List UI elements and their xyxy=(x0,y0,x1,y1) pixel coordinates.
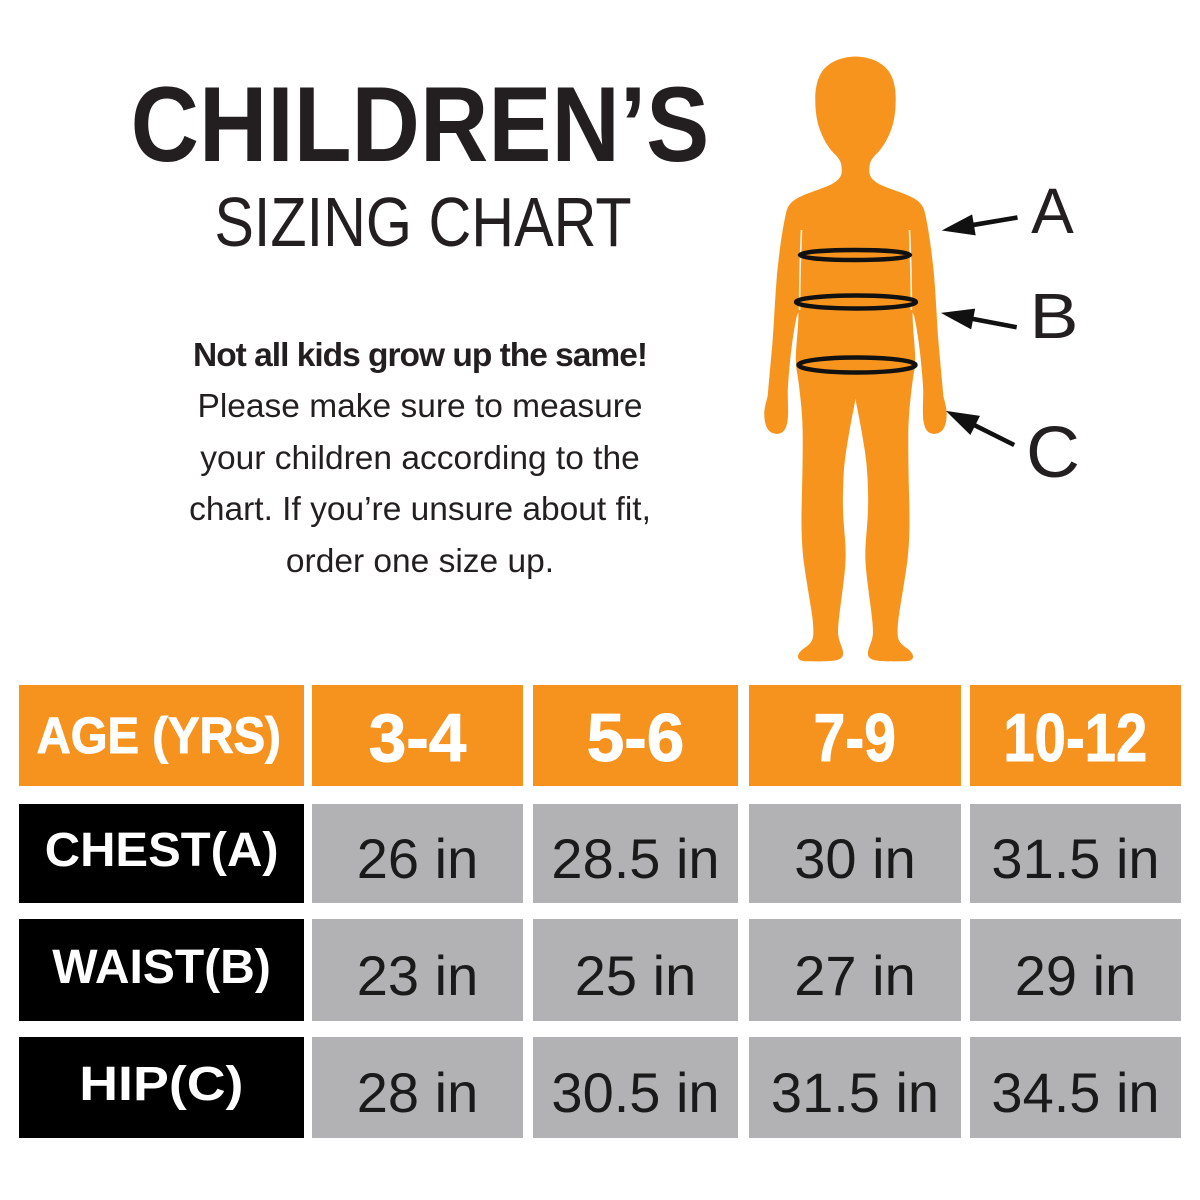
svg-text:A: A xyxy=(1031,175,1074,247)
svg-text:B: B xyxy=(1030,280,1079,352)
svg-text:C: C xyxy=(1026,413,1080,493)
